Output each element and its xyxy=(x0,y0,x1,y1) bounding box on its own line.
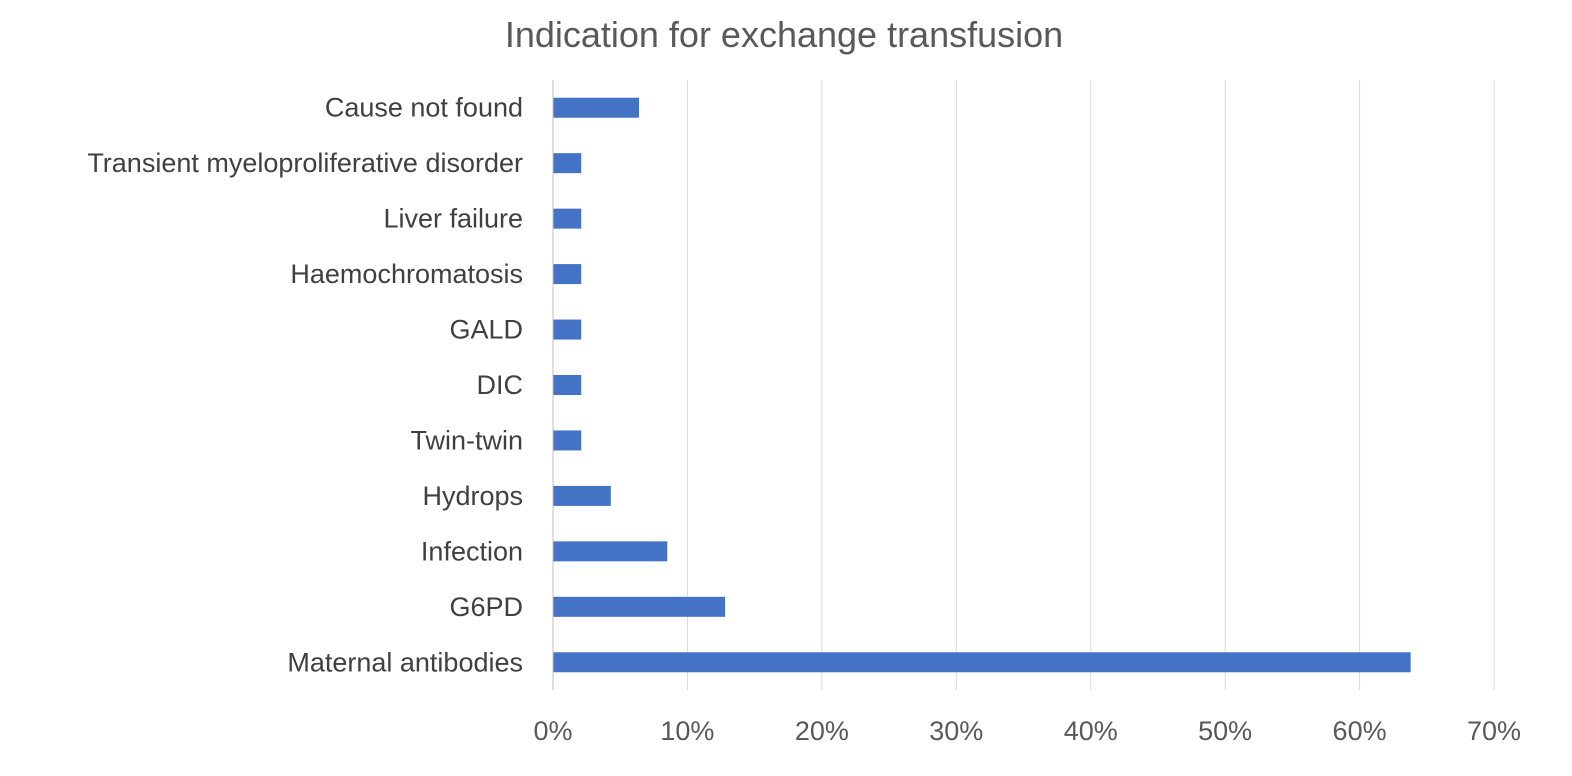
category-label: Hydrops xyxy=(422,481,523,511)
x-tick-label: 0% xyxy=(533,716,572,746)
x-tick-label: 50% xyxy=(1198,716,1252,746)
bars xyxy=(553,97,1411,673)
bar xyxy=(553,208,582,229)
category-label: Haemochromatosis xyxy=(290,259,523,289)
category-label: G6PD xyxy=(449,592,523,622)
category-label: DIC xyxy=(477,370,524,400)
category-label: Infection xyxy=(421,536,523,566)
x-tick-labels: 0% 10% 20% 30% 40% 50% 60% 70% xyxy=(533,716,1521,746)
x-tick-label: 70% xyxy=(1467,716,1521,746)
x-tick-label: 40% xyxy=(1064,716,1118,746)
chart-title: Indication for exchange transfusion xyxy=(505,14,1063,55)
bar xyxy=(553,264,582,285)
category-label: Maternal antibodies xyxy=(287,647,523,677)
gridlines xyxy=(686,80,1495,690)
bar xyxy=(553,596,726,617)
category-label: Cause not found xyxy=(325,93,523,123)
category-label: Twin-twin xyxy=(410,425,523,455)
bar xyxy=(553,541,668,562)
bar xyxy=(553,375,582,395)
bar xyxy=(553,319,582,340)
category-label: GALD xyxy=(449,315,523,345)
x-tick-label: 20% xyxy=(795,716,849,746)
x-tick-label: 10% xyxy=(660,716,714,746)
category-label: Liver failure xyxy=(383,204,523,234)
category-labels: Maternal antibodies G6PD Infection Hydrops T… xyxy=(87,93,523,678)
bar xyxy=(553,97,640,118)
x-tick-label: 30% xyxy=(929,716,983,746)
bar xyxy=(553,153,582,174)
x-tick-label: 60% xyxy=(1333,716,1387,746)
bar xyxy=(553,430,582,451)
bar xyxy=(553,652,1411,673)
bar xyxy=(553,485,611,506)
category-label: Transient myeloproliferative disorder xyxy=(87,148,523,178)
